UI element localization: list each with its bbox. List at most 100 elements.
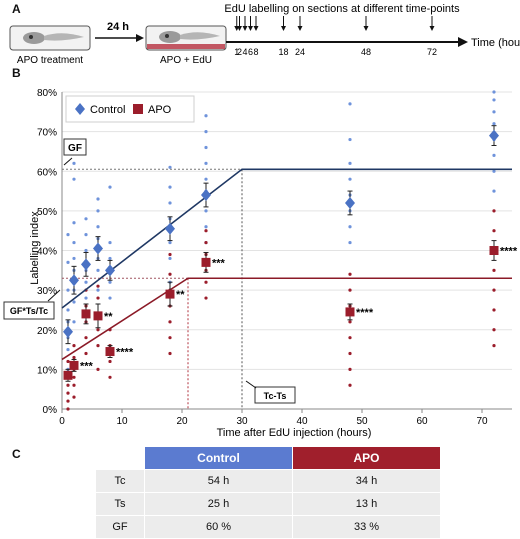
apo-point <box>72 344 76 348</box>
legend-apo-label: APO <box>148 104 172 116</box>
apo-point <box>96 344 100 348</box>
control-point <box>108 280 112 284</box>
panel-letter-c: C <box>12 447 21 461</box>
apo-point <box>72 383 76 387</box>
control-point <box>66 233 70 237</box>
step1-label: APO treatment <box>17 55 83 66</box>
timepoint-label: 18 <box>278 47 288 57</box>
tcts-pointer <box>245 380 257 389</box>
control-point <box>66 347 70 352</box>
control-mean-marker <box>63 325 73 338</box>
gf-pointer <box>63 157 73 166</box>
apo-point <box>492 209 496 213</box>
timepoint-label: 1 <box>234 47 239 57</box>
apo-point <box>348 320 352 324</box>
apo-mean-marker <box>489 246 499 255</box>
table-header-control: Control <box>144 447 293 470</box>
mean-markers <box>63 125 499 382</box>
y-tick-label: 60% <box>37 167 57 178</box>
apo-point <box>168 320 172 324</box>
control-point <box>204 209 208 213</box>
apo-point <box>492 308 496 312</box>
control-point <box>84 217 88 221</box>
apo-mean-marker <box>63 370 73 380</box>
x-tick-label: 40 <box>296 416 308 427</box>
x-tick-label: 50 <box>356 416 368 427</box>
gfts-pointer <box>47 289 61 302</box>
control-point <box>84 280 88 284</box>
significance-label: **** <box>500 246 518 258</box>
y-tick-label: 40% <box>37 247 57 258</box>
control-point <box>348 102 352 106</box>
cell-apo: 33 % <box>292 515 440 539</box>
control-point <box>204 161 208 165</box>
apo-point <box>168 336 172 340</box>
y-tick-label: 50% <box>37 207 57 218</box>
y-tick-label: 10% <box>37 365 57 376</box>
control-point <box>492 110 496 114</box>
panel-letter-a: A <box>12 2 21 16</box>
table-row: GF 60 % 33 % <box>96 515 440 539</box>
sampling-title: EdU labelling on sections at different t… <box>224 3 460 15</box>
timepoint-label: 6 <box>248 47 253 57</box>
apo-point <box>348 367 352 371</box>
timepoint-arrowhead <box>242 26 248 31</box>
panel-letter-b: B <box>12 66 21 80</box>
control-point <box>96 209 100 213</box>
table-row: Ts 25 h 13 h <box>96 492 440 516</box>
apo-point <box>204 229 208 233</box>
control-point <box>204 225 208 229</box>
control-point <box>72 320 76 324</box>
tadpole-box-apo-edu <box>145 25 227 51</box>
timepoint-arrowhead <box>237 26 242 31</box>
apo-point <box>348 383 352 387</box>
row-label: GF <box>96 515 145 539</box>
significance-label: *** <box>212 257 226 269</box>
table-corner <box>96 447 145 470</box>
control-point <box>348 161 352 165</box>
apo-point <box>96 296 100 300</box>
apo-point <box>492 288 496 292</box>
cell-control: 60 % <box>144 515 293 539</box>
y-axis-label: Labelling index <box>29 211 41 285</box>
legend-control-label: Control <box>90 104 125 116</box>
apo-point <box>66 391 70 395</box>
control-point <box>204 114 208 118</box>
control-point <box>348 177 352 181</box>
apo-point <box>204 296 208 300</box>
control-mean-marker <box>81 258 91 271</box>
step2-label: APO + EdU <box>160 55 212 66</box>
apo-point <box>168 272 172 276</box>
control-mean-marker <box>165 222 175 235</box>
timepoint-label: 72 <box>427 47 437 57</box>
apo-point <box>348 272 352 276</box>
control-point <box>96 288 100 292</box>
apo-point <box>348 336 352 340</box>
gf-box <box>63 138 87 156</box>
apo-mean-marker <box>165 289 175 299</box>
timepoint-label: 2 <box>237 47 242 57</box>
apo-point <box>492 328 496 332</box>
control-mean-marker <box>489 129 499 142</box>
apo-point <box>168 252 172 257</box>
apo-mean-marker <box>105 347 115 357</box>
control-point <box>108 185 112 189</box>
control-point <box>492 189 496 193</box>
y-tick-label: 0% <box>43 405 58 416</box>
control-point <box>492 122 496 126</box>
control-point <box>168 201 172 205</box>
control-mean-marker <box>69 274 79 287</box>
control-point <box>66 288 70 292</box>
control-point <box>96 225 100 229</box>
control-point <box>348 240 352 245</box>
control-point <box>66 260 70 264</box>
y-tick-label: 20% <box>37 326 57 337</box>
timepoint-arrowhead <box>363 26 369 31</box>
apo-point <box>96 367 100 371</box>
annotations: GF GF*Ts/Tc Tc-Ts <box>3 138 296 404</box>
apo-point <box>348 351 352 356</box>
apo-point <box>66 399 70 403</box>
timepoint-arrowhead <box>297 26 303 31</box>
timeline-ticks: 12 4 6 8 18 24 48 72 <box>234 16 437 57</box>
schematic-panel: APO treatment 24 h APO + EdU EdU labelli… <box>9 3 520 66</box>
